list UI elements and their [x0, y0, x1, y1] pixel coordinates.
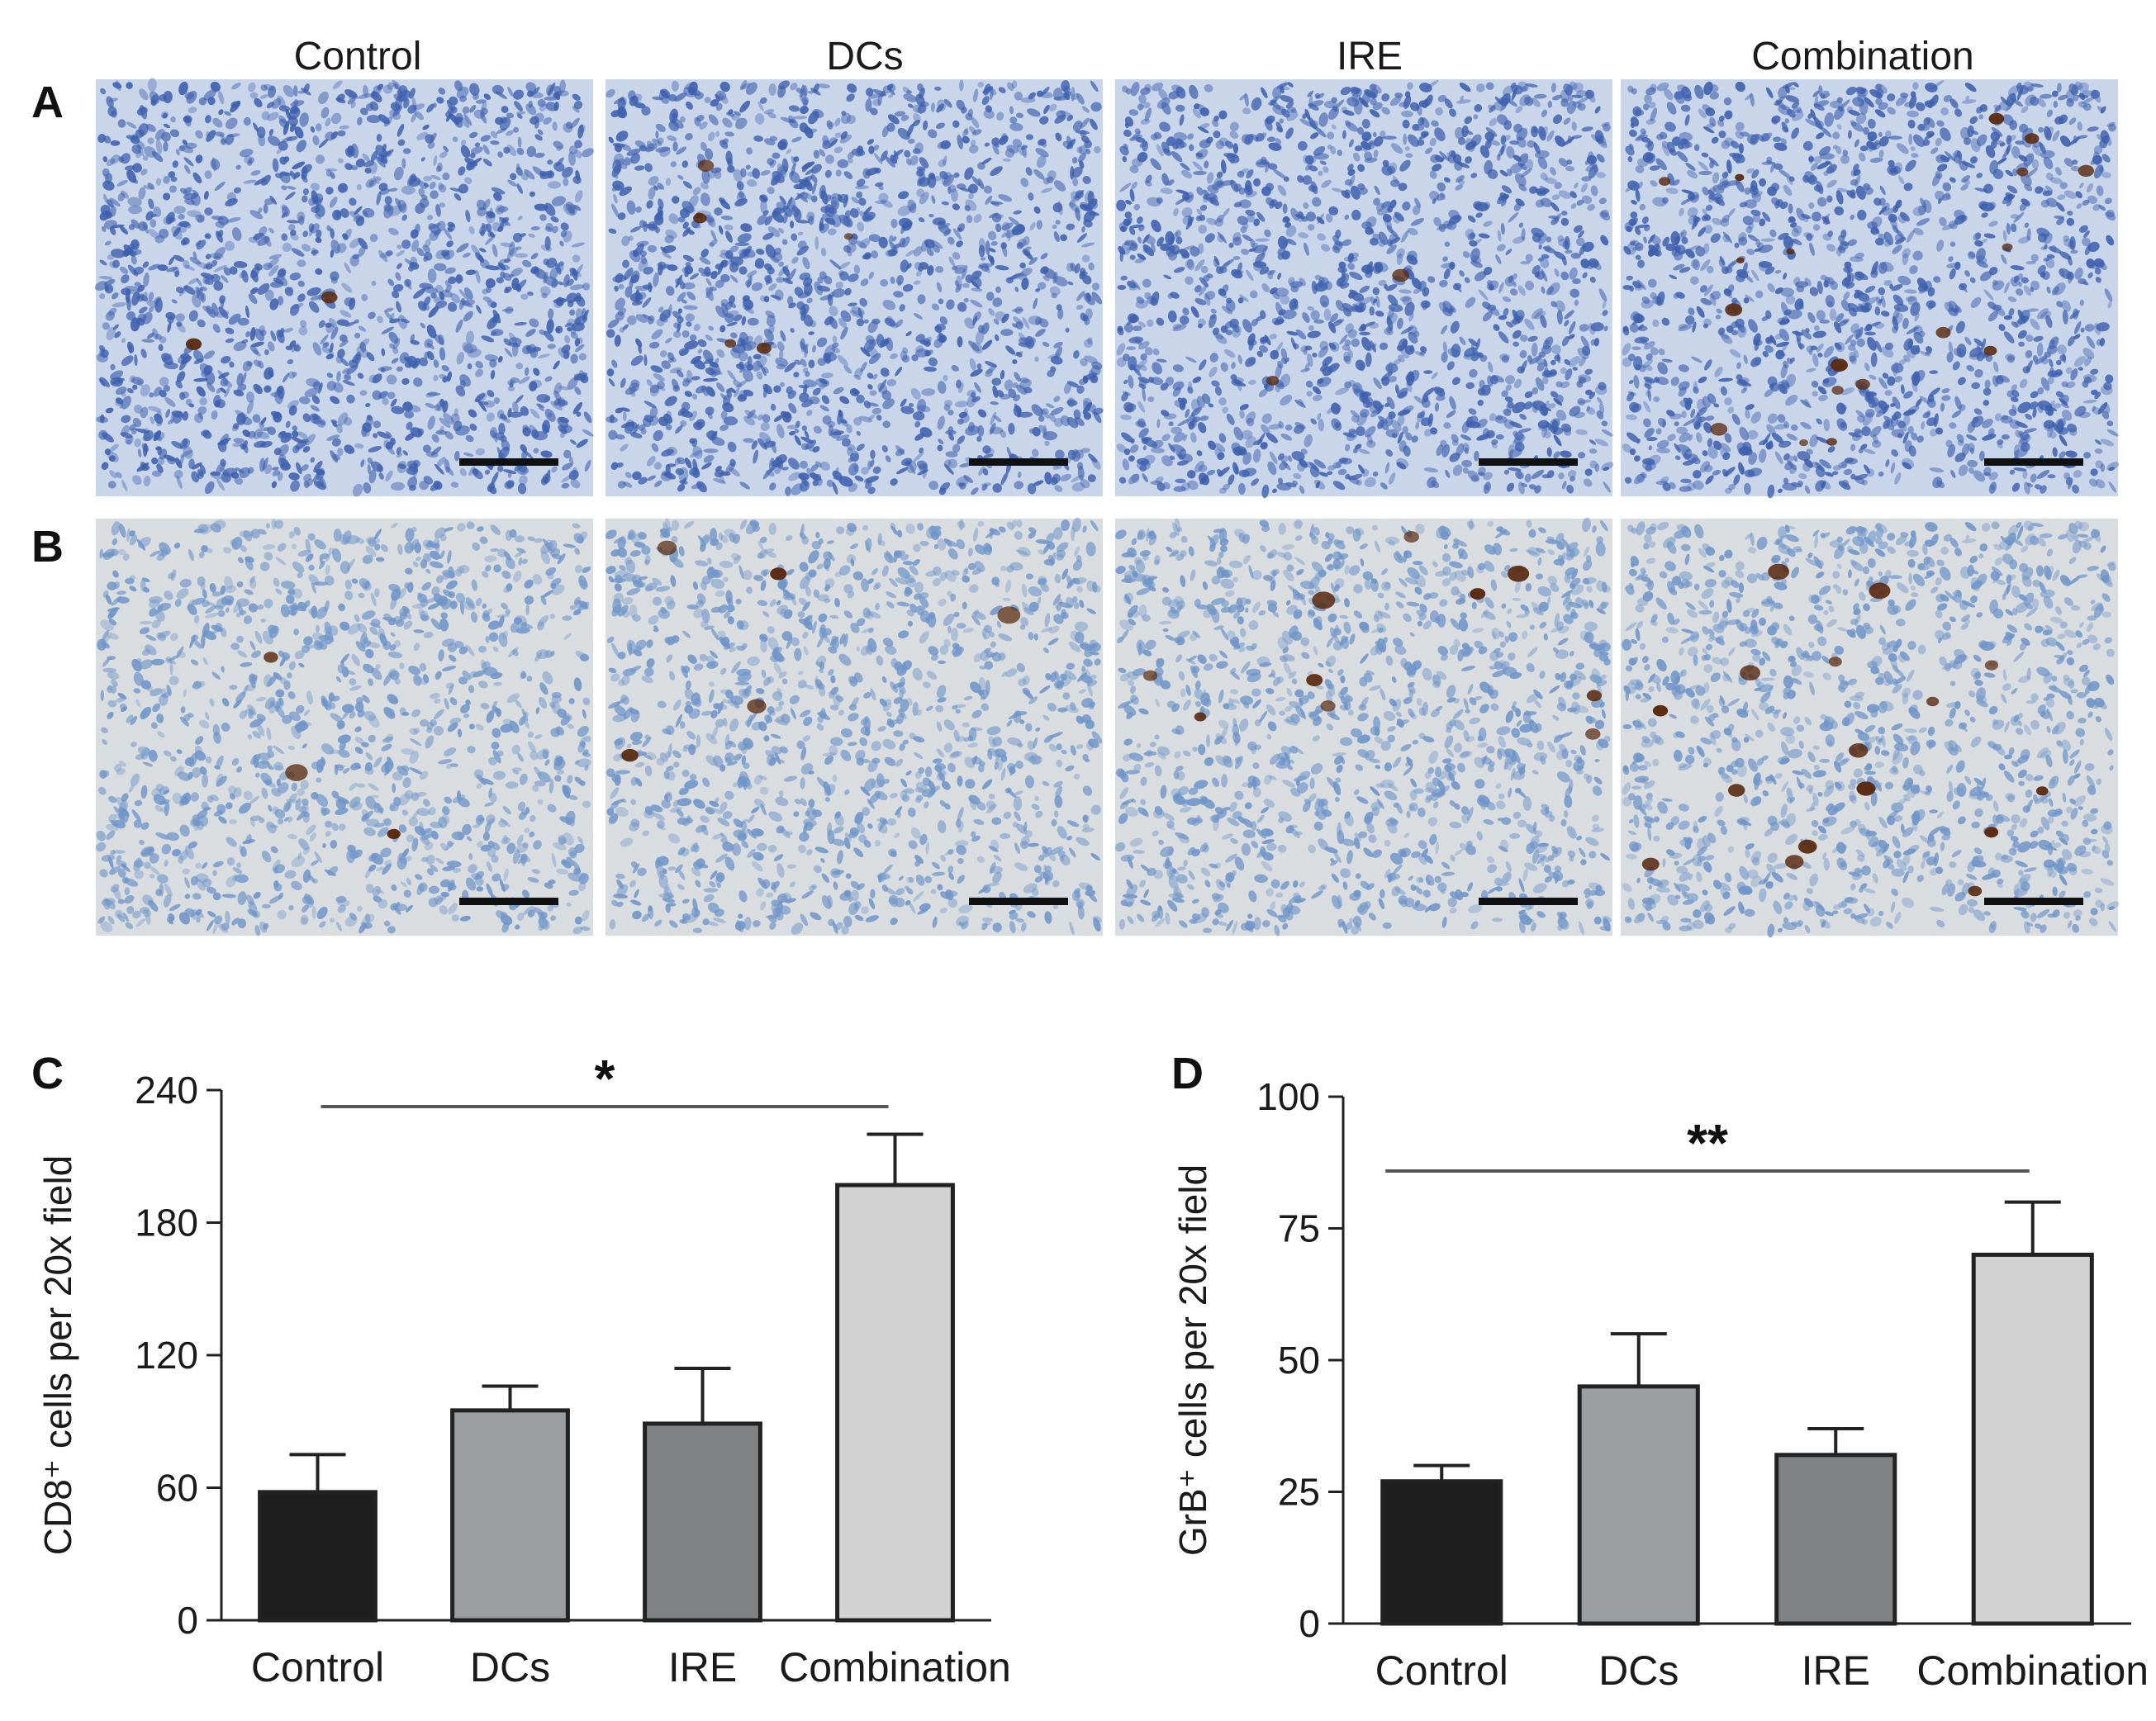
scale-bar [969, 458, 1068, 466]
bar-control [1380, 1479, 1503, 1626]
chart-d: 0 25 50 75 100 GrB⁺ cells per 20x field Contro… [1171, 1075, 2149, 1694]
bar-dcs [1577, 1384, 1700, 1626]
y-tick-label: 240 [135, 1069, 198, 1112]
column-title-ire: IRE [1337, 35, 1403, 78]
micrograph-grid [95, 78, 2120, 938]
y-tick-label: 180 [135, 1202, 198, 1245]
micrograph-b-2 [605, 517, 1103, 936]
category-label-control: Control [251, 1644, 384, 1690]
micrograph-b-4 [1621, 519, 2120, 938]
micrograph-b-1 [95, 519, 593, 936]
category-label-combination: Combination [779, 1644, 1011, 1690]
panel-letter-d: D [1171, 1049, 1204, 1098]
bar-combination [835, 1183, 955, 1623]
scale-bar [459, 458, 558, 466]
y-tick-label: 120 [135, 1334, 198, 1377]
y-tick-label: 60 [156, 1467, 198, 1510]
bar-ire [1774, 1453, 1897, 1626]
figure-labels: Control DCs IRE Combination A B C D [31, 35, 1974, 1098]
column-title-control: Control [294, 35, 422, 78]
column-title-dcs: DCs [826, 35, 903, 78]
scale-bar [459, 898, 558, 905]
category-label-control: Control [1375, 1648, 1508, 1694]
y-tick-label: 50 [1278, 1339, 1320, 1382]
scale-bar [969, 898, 1068, 905]
panel-letter-c: C [31, 1049, 64, 1098]
y-axis-title: CD8⁺ cells per 20x field [36, 1155, 79, 1555]
panel-letter-a: A [31, 78, 64, 127]
micrograph-a-4 [1621, 79, 2120, 499]
micrograph-b-3 [1114, 517, 1612, 936]
category-label-dcs: DCs [1598, 1648, 1679, 1694]
y-tick-label: 100 [1256, 1075, 1320, 1118]
category-label-ire: IRE [1802, 1648, 1870, 1694]
micrograph-a-2 [605, 79, 1104, 496]
bar-ire [643, 1421, 762, 1623]
micrograph-a-1 [95, 78, 594, 497]
significance-label: * [595, 1049, 615, 1108]
scale-bar [1984, 458, 2083, 466]
y-tick-label: 25 [1278, 1471, 1320, 1514]
y-axis-title: GrB⁺ cells per 20x field [1171, 1164, 1214, 1556]
y-tick-label: 0 [177, 1599, 198, 1642]
y-tick-label: 0 [1299, 1602, 1320, 1645]
category-label-dcs: DCs [470, 1644, 550, 1690]
bar-control [258, 1490, 378, 1623]
scale-bar [1479, 898, 1578, 905]
column-title-combination: Combination [1751, 35, 1973, 78]
micrograph-a-3 [1115, 79, 1614, 499]
category-label-ire: IRE [668, 1644, 737, 1690]
scale-bar [1984, 898, 2083, 905]
significance-label: ** [1687, 1113, 1728, 1173]
chart-c: 0 60 120 180 240 CD8⁺ cells per 20x field Cont… [36, 1049, 1011, 1690]
bar-combination [1971, 1252, 2094, 1626]
panel-letter-b: B [31, 522, 64, 571]
y-tick-label: 75 [1278, 1207, 1320, 1250]
category-label-combination: Combination [1916, 1648, 2149, 1694]
scale-bar [1479, 458, 1578, 466]
bar-dcs [450, 1408, 570, 1623]
